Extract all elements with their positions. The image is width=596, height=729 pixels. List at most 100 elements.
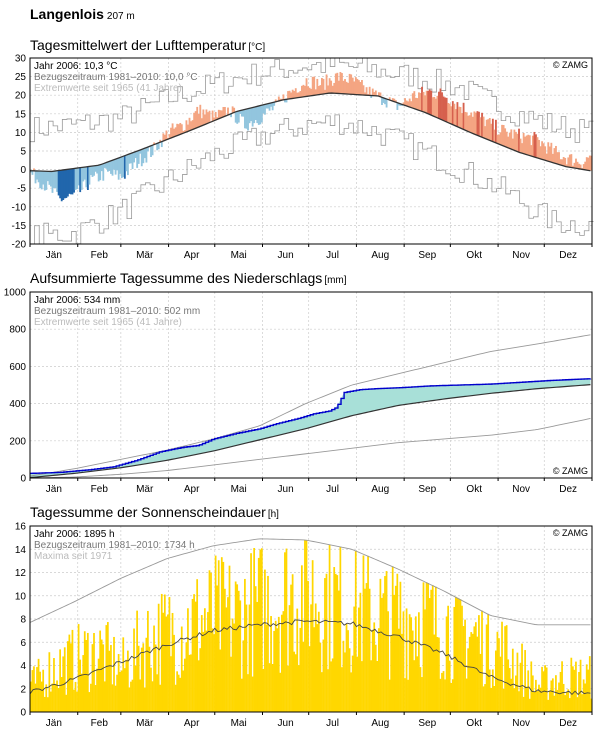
temperature-deviation-bar	[548, 146, 551, 162]
temperature-deviation-bar	[79, 167, 82, 193]
sunshine-bar	[250, 553, 252, 712]
sunshine-bar	[82, 655, 85, 712]
temperature-deviation-bar	[499, 132, 502, 145]
sunshine-bar	[108, 650, 111, 712]
sunshine-bar	[393, 594, 396, 712]
temperature-deviation-bar	[207, 112, 209, 124]
temperature-deviation-bar	[111, 160, 114, 176]
temperature-deviation-bar	[505, 131, 508, 147]
sunshine-bar	[562, 683, 565, 712]
y-tick-label: 200	[9, 436, 26, 447]
temperature-deviation-bar	[490, 123, 493, 141]
temperature-deviation-bar	[331, 85, 334, 94]
temperature-deviation-bar	[422, 91, 425, 112]
sunshine-bar	[310, 604, 312, 712]
sunshine-bar	[565, 692, 568, 712]
temperature-deviation-bar	[247, 108, 249, 131]
sunshine-bar	[316, 624, 319, 712]
sunshine-bar	[454, 596, 457, 712]
sunshine-bar	[536, 691, 539, 712]
temperature-deviation-bar	[182, 130, 185, 134]
temperature-deviation-bar	[293, 90, 296, 99]
temperature-deviation-bar	[341, 73, 343, 94]
sunshine-bar	[194, 601, 197, 712]
temperature-deviation-bar	[299, 91, 302, 98]
temperature-deviation-bar	[515, 131, 517, 151]
temperature-deviation-bar	[428, 89, 431, 115]
y-tick-label: 2	[20, 684, 26, 695]
sunshine-bar	[117, 654, 120, 712]
temperature-deviation-bar	[447, 103, 450, 123]
temperature-deviation-bar	[136, 151, 139, 168]
sunshine-bar	[54, 683, 57, 712]
temperature-deviation-bar	[82, 167, 85, 182]
temperature-deviation-bar	[519, 138, 522, 153]
sunshine-bar	[140, 647, 143, 712]
temperature-deviation-bar	[307, 86, 309, 97]
temperature-deviation-bar	[407, 101, 410, 107]
sunshine-bar	[222, 561, 225, 712]
temperature-deviation-bar	[575, 158, 577, 169]
temperature-deviation-bar	[568, 154, 571, 168]
temperature-deviation-bar	[70, 169, 72, 195]
sunshine-bar	[56, 680, 58, 712]
sunshine-bar	[183, 658, 186, 712]
precipitation-title-text: Aufsummierte Tagessumme des Niederschlag…	[30, 270, 323, 286]
sunshine-bar	[576, 697, 579, 712]
temperature-deviation-bar	[145, 147, 148, 163]
temperature-deviation-bar	[36, 170, 38, 180]
temperature-deviation-bar	[494, 119, 497, 143]
sunshine-bar	[122, 637, 125, 712]
sunshine-bar	[131, 679, 134, 712]
sunshine-bar	[125, 659, 128, 712]
temperature-deviation-bar	[410, 101, 413, 108]
sunshine-bar	[473, 626, 476, 712]
temperature-deviation-bar	[419, 92, 422, 111]
credit-label: © ZAMG	[553, 466, 588, 476]
temperature-deviation-bar	[445, 97, 448, 122]
temperature-deviation-bar	[482, 116, 485, 138]
sunshine-bar	[282, 611, 285, 712]
temperature-deviation-bar	[157, 143, 160, 150]
sunshine-bar	[528, 698, 531, 712]
temperature-deviation-bar	[408, 98, 411, 107]
month-label: Feb	[91, 250, 109, 261]
sunshine-bar	[494, 650, 497, 712]
temperature-deviation-bar	[290, 92, 293, 99]
info-line: Jahr 2006: 10,3 °C	[34, 61, 118, 72]
sunshine-bar	[556, 689, 559, 712]
temperature-deviation-bar	[456, 102, 459, 127]
temperature-deviation-bar	[73, 168, 75, 193]
temperature-deviation-bar	[559, 159, 562, 165]
sunshine-bar	[236, 584, 239, 712]
plot-frame	[29, 57, 593, 245]
info-line: Extremwerte seit 1965 (41 Jahre)	[34, 83, 182, 94]
sunshine-bar	[507, 659, 510, 712]
info-line: Extremwerte seit 1965 (41 Jahre)	[34, 317, 182, 328]
sunshine-bar	[296, 608, 299, 712]
temperature-deviation-bar	[518, 128, 520, 152]
temperature-deviation-bar	[585, 157, 588, 170]
temperature-deviation-bar	[479, 117, 482, 137]
sunshine-bar	[468, 636, 471, 712]
temperature-deviation-bar	[88, 166, 91, 185]
month-label: Nov	[512, 718, 530, 729]
sunshine-bar	[202, 631, 205, 712]
temperature-deviation-bar	[76, 168, 79, 190]
temperature-deviation-bar	[122, 156, 125, 178]
sunshine-bar	[143, 687, 146, 712]
sunshine-bar	[467, 648, 470, 712]
sunshine-bar	[561, 661, 563, 712]
temperature-deviation-bar	[578, 163, 580, 169]
y-tick-label: 400	[9, 399, 26, 410]
sunshine-bar	[193, 594, 195, 712]
sunshine-bar	[521, 643, 523, 712]
temperature-deviation-bar	[424, 95, 427, 113]
station-elevation: 207 m	[106, 11, 135, 22]
temperature-deviation-bar	[470, 112, 473, 133]
sunshine-bar	[63, 647, 66, 712]
temperature-deviation-bar	[102, 163, 105, 181]
sunshine-bar	[287, 665, 289, 712]
temperature-deviation-bar	[65, 169, 68, 198]
sunshine-bar	[220, 557, 223, 712]
